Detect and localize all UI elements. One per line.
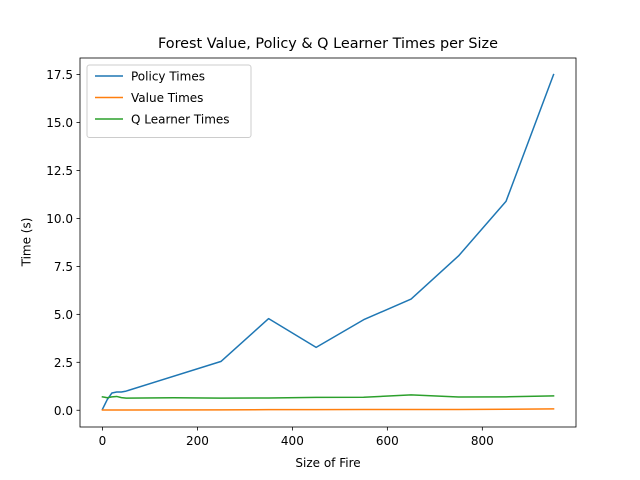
x-axis-ticks: 0 200 400 600 800 [99, 427, 494, 448]
y-tick-label: 15.0 [46, 116, 73, 130]
x-axis-label: Size of Fire [295, 456, 360, 470]
legend-label-1: Value Times [131, 91, 203, 105]
series-line-1 [101, 408, 555, 411]
y-axis-label: Time (s) [20, 218, 34, 268]
legend-label-2: Q Learner Times [131, 113, 230, 127]
series-line-2 [101, 394, 555, 399]
y-axis-ticks: 0.0 2.5 5.0 7.5 10.0 12.5 15.0 17.5 [46, 68, 80, 418]
y-tick-label: 0.0 [54, 404, 73, 418]
plot-area [79, 57, 577, 428]
x-tick-label: 200 [186, 434, 209, 448]
legend-box [86, 64, 252, 138]
y-tick-label: 5.0 [54, 308, 73, 322]
series-lines [101, 73, 555, 411]
legend: Policy Times Value Times Q Learner Times [86, 64, 252, 138]
x-tick-label: 0 [99, 434, 107, 448]
y-tick-label: 12.5 [46, 164, 73, 178]
x-tick-label: 600 [376, 434, 399, 448]
legend-label-0: Policy Times [131, 70, 205, 84]
axes-frame [79, 57, 577, 428]
x-tick-label: 400 [281, 434, 304, 448]
y-tick-label: 2.5 [54, 356, 73, 370]
y-tick-label: 17.5 [46, 68, 73, 82]
y-tick-label: 7.5 [54, 260, 73, 274]
x-tick-label: 800 [471, 434, 494, 448]
y-tick-label: 10.0 [46, 212, 73, 226]
chart-title: Forest Value, Policy & Q Learner Times p… [158, 36, 498, 52]
